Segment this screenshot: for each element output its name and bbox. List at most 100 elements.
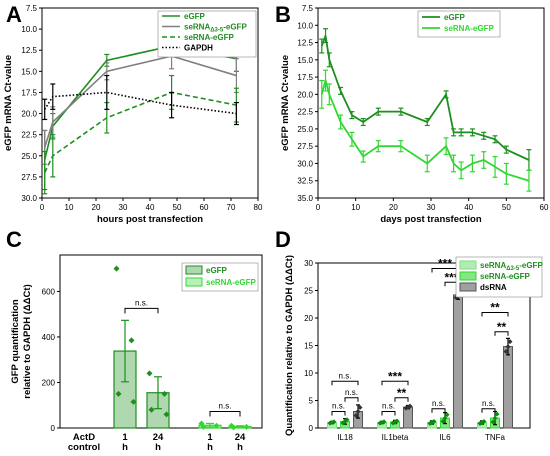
significance-label: n.s. xyxy=(432,399,445,408)
data-point xyxy=(492,415,498,421)
y-tick-label: 20 xyxy=(304,314,313,323)
data-point xyxy=(200,423,207,430)
data-point xyxy=(394,418,400,424)
significance-label: *** xyxy=(444,270,458,284)
legend: eGFP seRNA-eGFP xyxy=(417,10,501,38)
x-tick-label: 20 xyxy=(389,203,398,212)
x-tick-label: 60 xyxy=(200,203,209,212)
data-point xyxy=(505,344,511,350)
significance-bracket xyxy=(481,312,509,317)
legend-label: seRNA-eGFP xyxy=(444,24,494,33)
data-point xyxy=(490,419,496,425)
series-line xyxy=(43,55,237,148)
y-tick-label: 5 xyxy=(309,397,314,406)
data-point xyxy=(507,339,513,345)
legend-text-part: dsRNA xyxy=(480,283,507,292)
x-tick-label: 1 xyxy=(122,432,128,443)
data-point xyxy=(381,419,387,425)
data-point xyxy=(148,406,155,413)
x-tick-label: 10 xyxy=(65,203,74,212)
legend-label: seRNA-eGFP xyxy=(480,272,530,281)
legend-label: eGFP xyxy=(206,266,228,275)
data-point xyxy=(440,418,446,424)
legend-label: seRNAΔ3-5-eGFP xyxy=(184,23,247,34)
y-tick-label: 400 xyxy=(42,333,56,342)
x-axis-label: days post transfection xyxy=(380,214,482,225)
x-tick-label: 50 xyxy=(502,203,511,212)
legend-text-part: seRNA xyxy=(184,33,210,42)
panel-label-b: B xyxy=(275,2,291,27)
y-tick-label: 0 xyxy=(51,424,56,433)
legend-text-part: Δ3-5 xyxy=(506,266,520,272)
x-tick-label: 20 xyxy=(92,203,101,212)
y-tick-label: 17.5 xyxy=(297,73,313,82)
data-point xyxy=(331,419,337,425)
y-tick-label: 30.0 xyxy=(21,194,37,203)
x-tick-label: 24 xyxy=(153,432,164,443)
legend-swatch xyxy=(185,265,203,275)
data-point xyxy=(431,419,437,425)
legend: eGFP seRNA-eGFP xyxy=(181,262,259,292)
significance-bracket xyxy=(481,408,496,413)
y-tick-label: 30.0 xyxy=(297,159,313,168)
data-point xyxy=(442,415,448,421)
data-point xyxy=(130,398,137,405)
y-tick-label: 22.5 xyxy=(21,131,37,140)
significance-bracket xyxy=(124,307,159,314)
y-tick-label: 32.5 xyxy=(297,177,313,186)
data-point xyxy=(494,411,500,417)
x-tick-label: 60 xyxy=(540,203,549,212)
legend-label: seRNAΔ3-5-eGFP xyxy=(480,261,543,272)
significance-label: *** xyxy=(388,369,402,383)
x-tick-label: 30 xyxy=(119,203,128,212)
legend-box xyxy=(417,10,501,38)
significance-bracket xyxy=(431,408,446,413)
x-tick-label: 0 xyxy=(40,203,45,212)
y-axis-label: GFP quantification xyxy=(10,299,21,383)
legend-text-part: eGFP xyxy=(206,266,228,275)
data-point xyxy=(115,390,122,397)
legend-text-part: eGFP xyxy=(444,13,466,22)
legend-text-part: -eGFP xyxy=(223,23,247,32)
legend-text-part: seRNA xyxy=(444,24,470,33)
y-tick-label: 600 xyxy=(42,287,56,296)
data-point xyxy=(230,424,237,431)
x-tick-label: ActD xyxy=(73,432,95,443)
significance-label: n.s. xyxy=(332,402,345,411)
y-tick-label: 30 xyxy=(304,259,313,268)
significance-label: n.s. xyxy=(339,371,352,380)
legend-text-part: -eGFP xyxy=(210,33,234,42)
y-tick-label: 10.0 xyxy=(21,25,37,34)
significance-label: n.s. xyxy=(135,298,148,307)
data-point xyxy=(344,417,350,423)
data-point xyxy=(353,412,359,418)
bar xyxy=(453,294,463,429)
legend-box xyxy=(157,10,257,58)
x-tick-label: 30 xyxy=(427,203,436,212)
significance-bracket xyxy=(381,411,396,416)
x-tick-label: 40 xyxy=(146,203,155,212)
x-tick-label: 70 xyxy=(227,203,236,212)
significance-label: n.s. xyxy=(482,399,495,408)
significance-bracket xyxy=(344,397,359,402)
x-tick-label: 10 xyxy=(351,203,360,212)
significance-bracket xyxy=(494,331,509,336)
chart-panel-b: 0 10 20 30 40 50 60 7.5 10.0 12.5 15.0 17.5 20.0 22.5… xyxy=(280,4,549,225)
significance-bracket xyxy=(331,411,346,416)
x-tick-label: h xyxy=(207,442,213,451)
x-tick-label: TNFa xyxy=(485,433,506,442)
legend-text-part: GAPDH xyxy=(184,44,213,53)
x-axis-label: hours post transfection xyxy=(97,214,203,225)
y-tick-label: 15.0 xyxy=(297,56,313,65)
x-tick-label: 50 xyxy=(173,203,182,212)
significance-bracket xyxy=(381,380,409,386)
legend-text-part: seRNA xyxy=(480,261,506,270)
legend-label: eGFP xyxy=(444,13,466,22)
legend-text-part: Δ3-5 xyxy=(210,28,224,34)
y-tick-label: 27.5 xyxy=(297,142,313,151)
data-point xyxy=(357,405,363,411)
y-tick-label: 10 xyxy=(304,369,313,378)
data-point xyxy=(146,370,153,377)
y-tick-label: 17.5 xyxy=(21,88,37,97)
